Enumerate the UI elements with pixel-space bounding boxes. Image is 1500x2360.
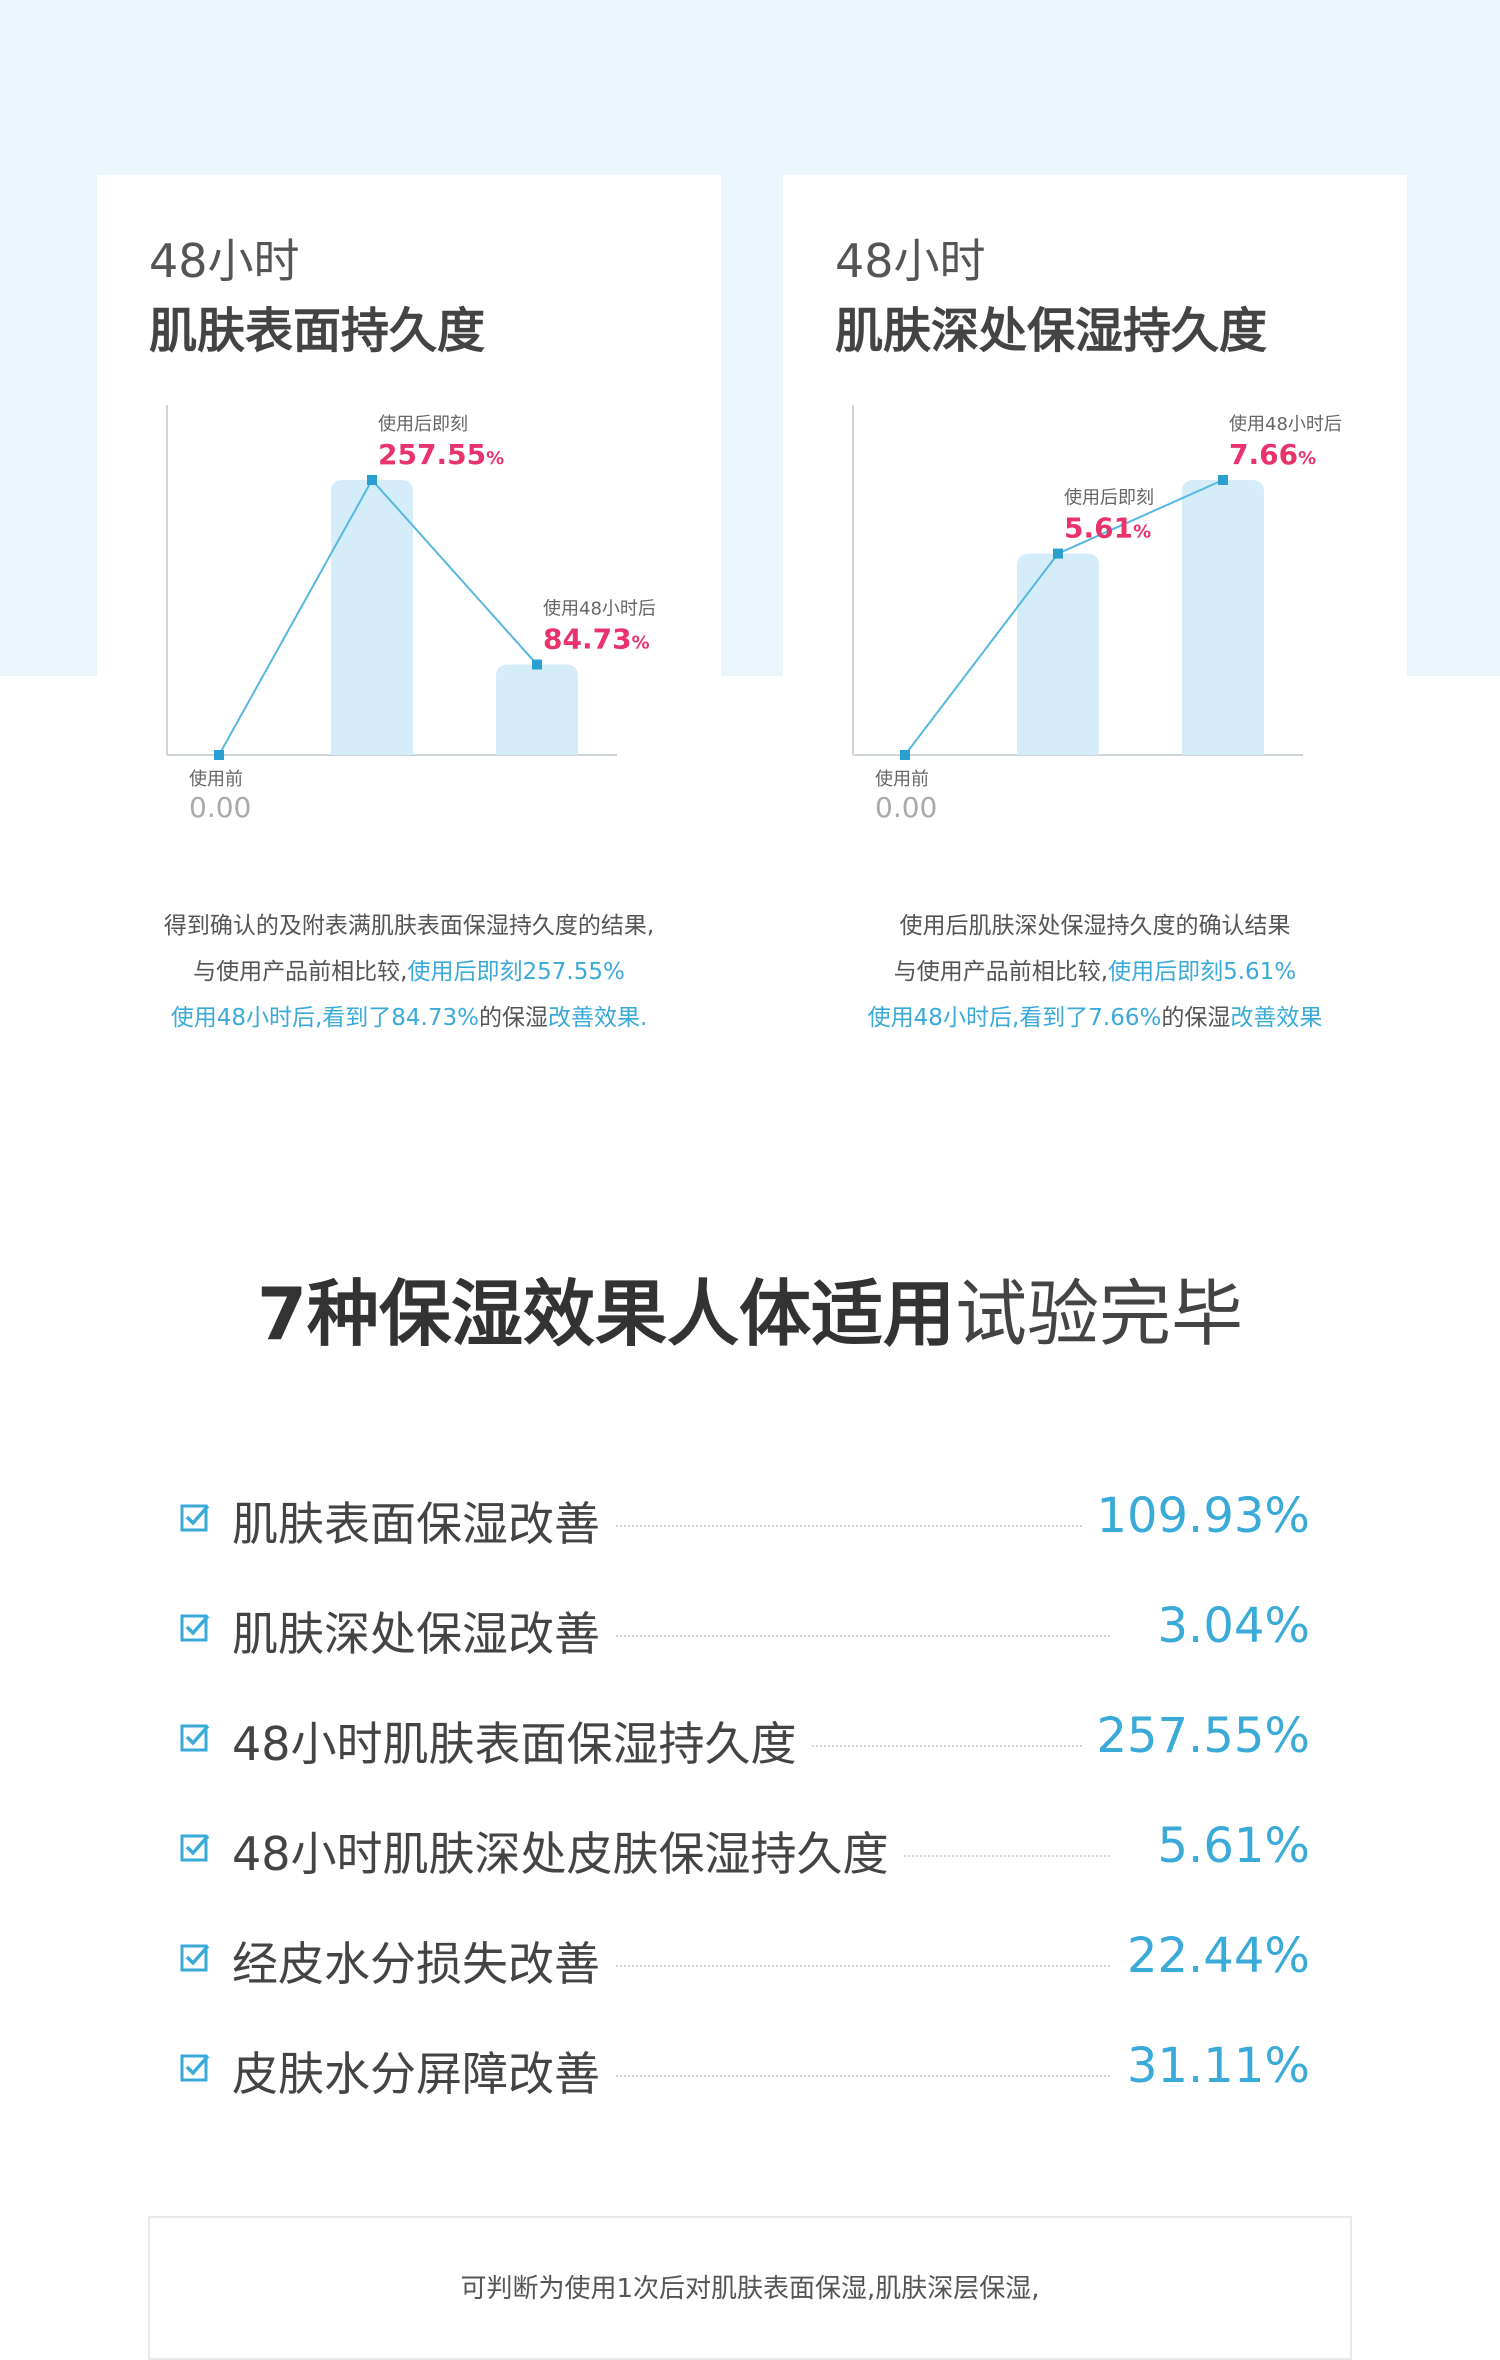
data-point-0 <box>900 750 910 760</box>
result-value: 109.93% <box>1082 1488 1310 1544</box>
desc-line-3-a: 使用48小时后,看到了7.66% <box>867 1005 1162 1031</box>
note-box: 可判断为使用1次后对肌肤表面保湿,肌肤深层保湿, <box>148 2216 1352 2360</box>
note-text: 可判断为使用1次后对肌肤表面保湿,肌肤深层保湿, <box>460 2274 1040 2304</box>
result-label: 48小时肌肤表面保湿持久度 <box>232 1708 811 1774</box>
result-row: 皮肤水分屏障改善 31.11% <box>180 2030 1310 2140</box>
desc-line-2-a: 与使用产品前相比较, <box>193 959 408 985</box>
card-title-metric: 肌肤深处保湿持久度 <box>835 303 1268 359</box>
checkbox-icon <box>180 1834 210 1862</box>
bar-2 <box>1182 480 1264 755</box>
desc-line-3-c: 改善效果 <box>1230 1005 1323 1031</box>
result-label: 经皮水分损失改善 <box>232 1928 614 1994</box>
result-label: 48小时肌肤深处皮肤保湿持久度 <box>232 1818 903 1884</box>
category-label: 使用前 <box>875 769 929 790</box>
desc-line-2-b: 使用后即刻257.55% <box>407 959 625 985</box>
value-label: 257.55% <box>378 438 504 471</box>
desc-line-3: 使用48小时后,看到了7.66%的保湿改善效果 <box>783 995 1407 1041</box>
result-label: 皮肤水分屏障改善 <box>232 2038 614 2104</box>
data-point-0 <box>214 750 224 760</box>
category-label: 使用后即刻 <box>378 414 468 435</box>
card-description: 使用后肌肤深处保湿持久度的确认结果 与使用产品前相比较,使用后即刻5.61% 使… <box>783 903 1407 1041</box>
unit-label: % <box>1133 522 1151 543</box>
checkbox-icon <box>180 1614 210 1642</box>
data-point-2 <box>1218 475 1228 485</box>
desc-line-1: 使用后肌肤深处保湿持久度的确认结果 <box>899 913 1291 939</box>
bar-1 <box>331 480 413 755</box>
result-row: 48小时肌肤深处皮肤保湿持久度 5.61% <box>180 1810 1310 1920</box>
result-value: 22.44% <box>1112 1928 1310 1984</box>
value-label: 7.66% <box>1229 438 1316 471</box>
desc-line-3-b: 的保湿 <box>1161 1005 1231 1031</box>
category-label: 使用后即刻 <box>1064 488 1154 509</box>
unit-label: % <box>486 448 504 469</box>
result-row: 肌肤表面保湿改善 109.93% <box>180 1480 1310 1590</box>
desc-line-3-b: 的保湿 <box>478 1005 548 1031</box>
bar-1 <box>1017 553 1099 755</box>
dotted-leader <box>232 1635 1110 1637</box>
result-row: 肌肤深处保湿改善 3.04% <box>180 1590 1310 1700</box>
result-row: 经皮水分损失改善 22.44% <box>180 1920 1310 2030</box>
result-label: 肌肤深处保湿改善 <box>232 1598 614 1664</box>
data-point-2 <box>532 659 542 670</box>
results-list: 肌肤表面保湿改善 109.93% 肌肤深处保湿改善 3.04% 48小时肌肤表面保湿持久… <box>180 1480 1310 2140</box>
result-value: 3.04% <box>1143 1598 1310 1654</box>
result-value: 5.61% <box>1143 1818 1310 1874</box>
section-title-bold: 7种保湿效果人体适用 <box>256 1272 956 1356</box>
value-label: 5.61% <box>1064 512 1151 545</box>
desc-line-2: 与使用产品前相比较,使用后即刻5.61% <box>783 949 1407 995</box>
section-title: 7种保湿效果人体适用试验完毕 <box>0 1255 1500 1360</box>
bar-2 <box>496 664 578 755</box>
desc-line-3-a: 使用48小时后,看到了84.73% <box>170 1005 479 1031</box>
value-label: 0.00 <box>875 791 937 824</box>
card-title-duration: 48小时 <box>835 234 986 288</box>
category-label: 使用48小时后 <box>543 599 656 620</box>
chart-card-deep: 48小时 肌肤深处保湿持久度 使用前 0.00 使用后即刻 5.61% 使用48小时后 7… <box>783 175 1407 1031</box>
desc-line-2-b: 使用后即刻5.61% <box>1108 959 1297 985</box>
checkbox-icon <box>180 2054 210 2082</box>
desc-line-2: 与使用产品前相比较,使用后即刻257.55% <box>97 949 721 995</box>
chart-card-surface: 48小时 肌肤表面持久度 使用前 0.00 使用后即刻 257.55% 使用48小时后 8… <box>97 175 721 1031</box>
card-description: 得到确认的及附表满肌肤表面保湿持久度的结果, 与使用产品前相比较,使用后即刻25… <box>97 903 721 1041</box>
unit-label: % <box>1298 448 1316 469</box>
data-point-1 <box>367 475 377 485</box>
unit-label: % <box>632 633 650 654</box>
desc-line-3-c: 改善效果. <box>547 1005 648 1031</box>
checkbox-icon <box>180 1944 210 1972</box>
result-label: 肌肤表面保湿改善 <box>232 1488 614 1554</box>
card-title-metric: 肌肤表面持久度 <box>149 303 486 359</box>
desc-line-2-a: 与使用产品前相比较, <box>893 959 1109 985</box>
checkbox-icon <box>180 1504 210 1532</box>
checkbox-icon <box>180 1724 210 1752</box>
card-title-duration: 48小时 <box>149 234 300 288</box>
category-label: 使用前 <box>189 769 243 790</box>
value-label: 84.73% <box>543 623 650 656</box>
data-point-1 <box>1053 548 1063 559</box>
dotted-leader <box>232 2075 1110 2077</box>
desc-line-1: 得到确认的及附表满肌肤表面保湿持久度的结果, <box>163 913 655 939</box>
section-title-light: 试验完毕 <box>955 1272 1244 1356</box>
desc-line-3: 使用48小时后,看到了84.73%的保湿改善效果. <box>97 995 721 1041</box>
result-row: 48小时肌肤表面保湿持久度 257.55% <box>180 1700 1310 1810</box>
category-label: 使用48小时后 <box>1229 414 1342 435</box>
result-value: 31.11% <box>1112 2038 1310 2094</box>
dotted-leader <box>232 1525 1110 1527</box>
value-label: 0.00 <box>189 791 251 824</box>
dotted-leader <box>232 1965 1110 1967</box>
result-value: 257.55% <box>1082 1708 1310 1764</box>
